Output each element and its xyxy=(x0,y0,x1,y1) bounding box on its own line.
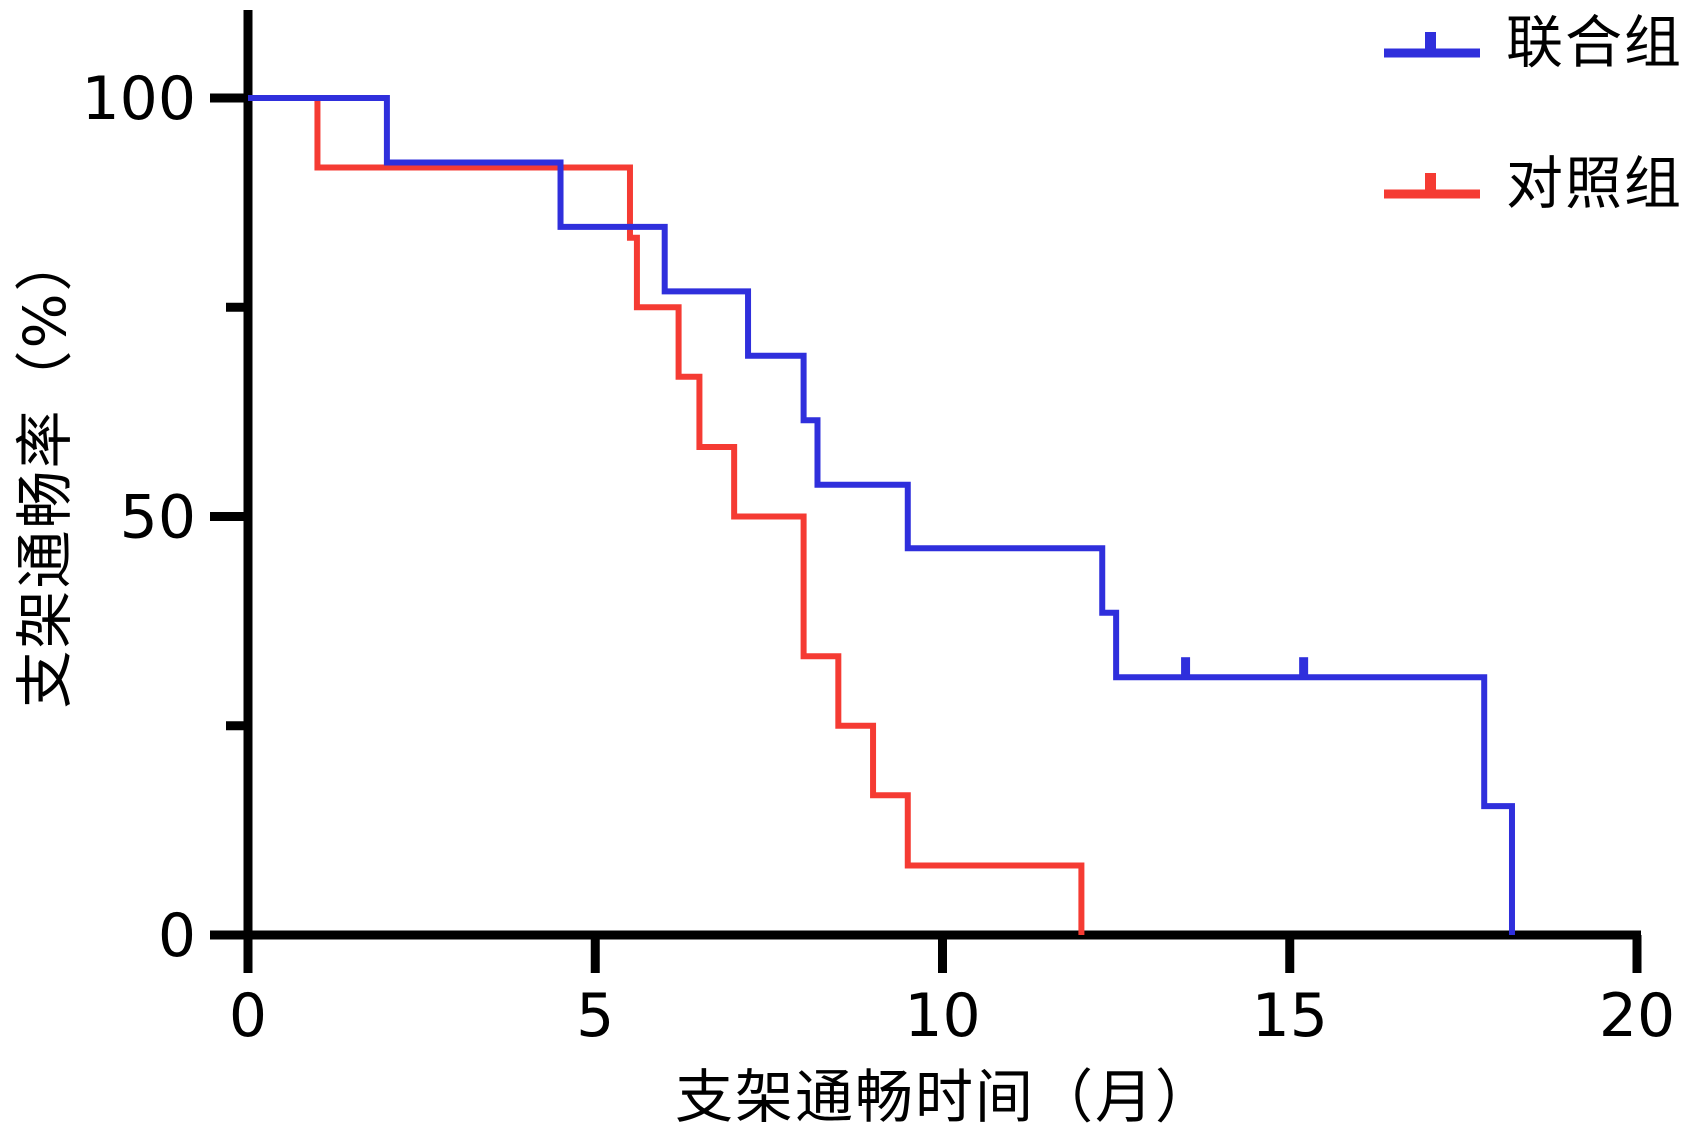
legend-item-combination-group: 联合组 xyxy=(1383,12,1683,75)
legend-label-combination: 联合组 xyxy=(1506,10,1683,76)
km-curve-对照组 xyxy=(248,95,1085,935)
y-axis-title: 支架通畅率（%） xyxy=(11,231,79,709)
legend: 联合组 对照组 xyxy=(1383,12,1683,215)
y-tick-label: 0 xyxy=(158,901,196,971)
x-tick-label: 5 xyxy=(576,981,614,1051)
x-tick-label: 20 xyxy=(1599,981,1675,1051)
legend-censor-tick-red xyxy=(1425,173,1436,196)
censor-tick-联合组 xyxy=(1181,657,1191,680)
legend-marker-control xyxy=(1384,173,1480,199)
km-curve-联合组 xyxy=(248,95,1515,935)
x-tick-label: 15 xyxy=(1252,981,1328,1051)
x-tick-label: 0 xyxy=(229,981,267,1051)
x-axis-title: 支架通畅时间（月） xyxy=(674,1063,1216,1126)
legend-censor-tick-blue xyxy=(1425,32,1436,55)
x-tick-label: 10 xyxy=(904,981,980,1051)
legend-item-control-group: 对照组 xyxy=(1383,150,1683,217)
legend-marker-combination xyxy=(1384,32,1480,58)
censor-tick-联合组 xyxy=(1299,657,1309,680)
legend-label-control: 对照组 xyxy=(1506,150,1683,217)
y-tick-label: 50 xyxy=(120,483,196,553)
y-tick-label: 100 xyxy=(81,64,196,134)
